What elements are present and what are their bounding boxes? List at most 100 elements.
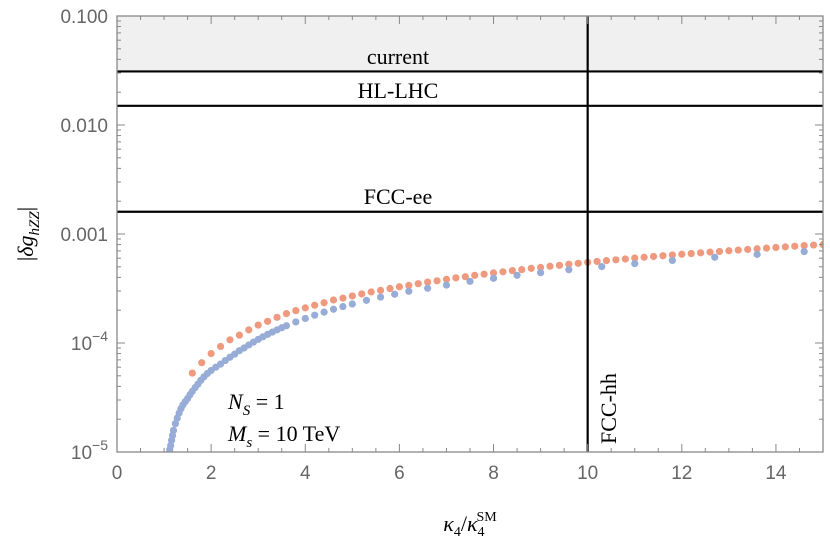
x-tick-label: 4 (300, 463, 311, 484)
data-point (791, 242, 799, 250)
data-point (207, 349, 215, 358)
data-point (405, 287, 413, 295)
data-point (781, 243, 789, 251)
data-point (744, 245, 752, 254)
x-tick-label: 6 (394, 463, 405, 484)
data-point (282, 310, 291, 318)
data-point (631, 260, 639, 268)
plot-frame (116, 15, 824, 453)
data-point (800, 247, 808, 256)
data-point (292, 307, 300, 315)
data-point (273, 313, 281, 321)
data-point (376, 286, 385, 294)
data-point (367, 288, 375, 296)
x-tick-label: 14 (765, 463, 787, 484)
data-point (565, 266, 573, 274)
data-point (489, 274, 498, 282)
axis-ticks (116, 15, 824, 453)
data-point (405, 281, 413, 289)
y-tick-label: 0.100 (60, 7, 108, 28)
data-point (537, 269, 545, 277)
data-point (697, 249, 705, 257)
data-point (226, 336, 234, 344)
ms-subscript: s (246, 435, 252, 451)
label-fcc-hh: FCC-hh (596, 373, 621, 444)
data-point (715, 247, 724, 256)
data-point (358, 290, 366, 298)
label-hl-lhc: HL-LHC (358, 78, 439, 103)
y-tick-label: 0.010 (60, 116, 108, 137)
data-point (320, 308, 328, 316)
data-point (188, 369, 196, 377)
label-current: current (367, 44, 429, 69)
data-point (687, 249, 695, 258)
ns-value: = 1 (250, 389, 284, 414)
x-axis-title: κ4/κ4SM (443, 510, 497, 540)
annotation-ms: Ms = 10 TeV (227, 421, 340, 451)
data-point (565, 260, 573, 268)
y-tick-labels: 0.100 0.010 0.001 10−4 10−5 (60, 7, 108, 464)
data-point (433, 277, 441, 285)
x-tick-label: 10 (577, 463, 598, 484)
y-tick-label: 10−4 (71, 328, 108, 355)
annotation-ns: NS = 1 (227, 389, 285, 419)
data-point (386, 284, 394, 293)
data-point (348, 300, 356, 308)
data-point (668, 256, 676, 265)
data-point (555, 261, 564, 269)
data-point (292, 318, 300, 326)
data-point (424, 278, 432, 286)
data-point (772, 243, 780, 252)
data-point (376, 293, 385, 301)
data-point (339, 302, 347, 311)
data-point (537, 263, 545, 271)
ns-symbol: N (227, 389, 244, 414)
data-point (235, 331, 243, 339)
data-point (264, 317, 272, 325)
data-point (706, 248, 714, 256)
data-point (471, 271, 479, 279)
x-tick-labels: 0 2 4 6 8 10 12 14 (112, 463, 787, 484)
data-point (424, 284, 432, 292)
ns-subscript: S (243, 403, 251, 419)
data-point (546, 262, 554, 270)
data-point (725, 247, 733, 255)
series-0 (188, 240, 823, 377)
data-point (301, 304, 309, 312)
data-point (466, 277, 474, 285)
label-fcc-ee: FCC-ee (364, 184, 432, 209)
data-point (598, 263, 606, 271)
y-axis-title: |δghZZ| (13, 207, 43, 261)
data-point (171, 420, 179, 428)
ms-value: = 10 TeV (252, 421, 340, 446)
data-point (442, 281, 451, 289)
reference-lines (117, 16, 823, 452)
x-tick-label: 0 (112, 463, 123, 484)
data-point (593, 257, 601, 266)
data-point (574, 259, 582, 267)
data-point (621, 255, 629, 263)
data-point (362, 296, 371, 304)
data-point (602, 257, 611, 265)
data-point (753, 245, 761, 253)
data-point (339, 294, 347, 302)
data-point (631, 254, 639, 262)
ms-symbol: M (227, 421, 248, 446)
current-excluded-region (117, 16, 823, 72)
data-point (734, 246, 742, 254)
data-point (329, 296, 338, 304)
data-point (348, 292, 356, 300)
data-point (169, 426, 178, 434)
data-point (254, 321, 262, 329)
data-point (391, 290, 399, 298)
data-point (282, 322, 291, 330)
series-1 (166, 247, 808, 452)
data-point (245, 326, 253, 334)
data-point (508, 266, 516, 275)
data-point (711, 253, 719, 261)
data-point (452, 274, 460, 282)
data-point (649, 252, 658, 261)
data-point (442, 275, 451, 283)
series-layer (166, 240, 823, 452)
x-tick-label: 8 (488, 463, 499, 484)
